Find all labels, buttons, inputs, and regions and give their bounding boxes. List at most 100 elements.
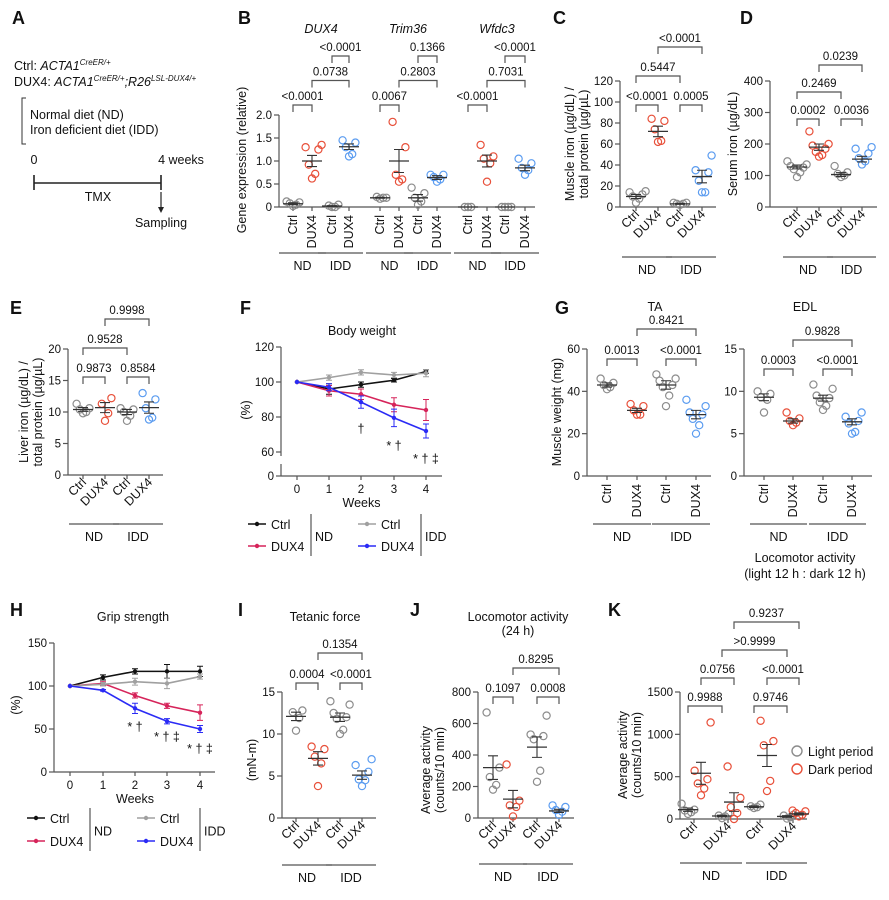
error-bar (326, 383, 332, 392)
error-bar (100, 682, 106, 687)
x-category-label: DUX4 (630, 484, 644, 517)
significance-bracket (536, 696, 560, 704)
legend-label: DUX4 (50, 835, 83, 849)
legend-label: Dark period (808, 763, 873, 777)
data-point (801, 807, 810, 816)
group-label: IDD (537, 870, 559, 884)
data-point (282, 197, 291, 206)
significance-bracket (104, 318, 150, 326)
p-value-label: <0.0001 (762, 664, 804, 676)
chart-title: (24 h) (502, 624, 535, 638)
data-point (311, 169, 320, 179)
data-point (851, 427, 860, 437)
y-tick-label: 2.0 (256, 110, 272, 122)
sem-error-bar (413, 194, 423, 202)
data-point (783, 157, 792, 166)
significance-bracket (339, 682, 363, 690)
y-tick-label: 80 (261, 412, 274, 424)
y-tick-label: 120 (255, 342, 274, 354)
sem-error-bar (357, 770, 367, 780)
data-point (641, 187, 650, 196)
y-tick-label: 20 (600, 181, 613, 193)
data-point (830, 161, 839, 171)
x-tick-label: 3 (164, 780, 170, 792)
error-bar (391, 378, 397, 383)
y-tick-label: 1.0 (256, 156, 272, 168)
sem-error-bar (691, 409, 701, 420)
significance-bracket (82, 376, 106, 384)
data-point (317, 140, 326, 150)
significance-bracket (126, 376, 150, 384)
y-tick-label: 500 (654, 772, 673, 784)
p-value-label: 0.2803 (400, 67, 435, 79)
x-axis-label: Weeks (116, 792, 154, 806)
y-axis-label: (counts/10 min) (630, 712, 644, 798)
group-label: IDD (340, 871, 362, 885)
sem-error-bar (520, 164, 530, 172)
y-tick-label: 400 (452, 750, 471, 762)
x-tick-label: 4 (197, 780, 204, 792)
p-value-label: <0.0001 (626, 91, 668, 103)
significance-bracket (295, 682, 319, 690)
group-label: ND (298, 871, 316, 885)
sem-error-bar (122, 408, 132, 416)
p-value-label: 0.0239 (823, 51, 858, 63)
data-point (759, 408, 769, 417)
significance-bracket (292, 104, 313, 112)
data-point (596, 374, 605, 383)
significance-bracket (635, 104, 659, 112)
data-point (703, 775, 712, 784)
y-tick-label: 200 (744, 139, 763, 151)
data-point (700, 784, 709, 793)
data-point (706, 718, 715, 727)
y-tick-label: 0 (731, 471, 737, 483)
x-category-label: DUX4 (845, 484, 859, 517)
significance-bracket (512, 667, 560, 675)
y-tick-label: 40 (567, 386, 580, 398)
p-value-label: 0.9746 (753, 692, 788, 704)
data-point (802, 160, 811, 169)
error-bar (164, 677, 170, 690)
x-category-label: Ctrl (411, 215, 425, 234)
data-point (696, 791, 706, 800)
error-bar (423, 369, 429, 378)
caption-text: (light 12 h : dark 12 h) (744, 567, 866, 581)
y-axis-label: Gene expression (relative) (235, 87, 249, 234)
y-tick-label: 15 (262, 687, 275, 699)
group-label: IDD (504, 259, 526, 273)
panel-letter-a: A (12, 8, 25, 28)
p-value-label: 0.0756 (700, 664, 735, 676)
data-point (690, 766, 699, 775)
data-point (707, 151, 716, 160)
y-tick-label: 0 (465, 813, 471, 825)
significance-bracket (398, 79, 438, 88)
sem-error-bar (508, 789, 518, 809)
data-point (660, 116, 669, 126)
gene-title: Trim36 (389, 22, 427, 36)
sem-error-bar (375, 196, 385, 199)
y-tick-label: 60 (261, 447, 274, 459)
significance-bracket (766, 677, 800, 685)
p-value-label: 0.9998 (109, 305, 144, 317)
error-bar (132, 702, 138, 715)
data-point (103, 409, 113, 418)
data-point (766, 776, 775, 786)
y-tick-label: 80 (600, 118, 613, 130)
data-point (313, 781, 323, 791)
legend-marker (254, 543, 260, 549)
y-tick-label: 60 (600, 139, 613, 151)
legend-label: Ctrl (271, 518, 290, 532)
sem-error-bar (847, 418, 857, 426)
y-tick-label: 120 (594, 76, 613, 88)
significance-bracket (636, 328, 697, 336)
p-value-label: 0.2469 (801, 78, 836, 90)
diet-bracket (21, 97, 26, 145)
panel-letter-k: K (608, 600, 621, 620)
sem-error-bar (394, 148, 404, 174)
chart-title: Grip strength (97, 610, 169, 624)
data-point (351, 760, 360, 770)
sem-error-bar (288, 202, 298, 206)
group-label: IDD (766, 869, 788, 883)
sem-error-bar (759, 393, 769, 402)
y-axis-label: Muscle weight (mg) (550, 358, 564, 466)
